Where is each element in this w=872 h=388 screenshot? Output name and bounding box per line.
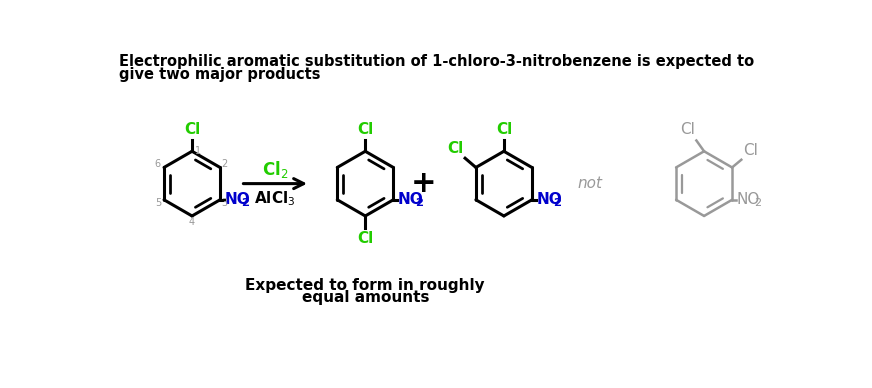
Text: NO: NO	[225, 192, 250, 207]
Text: Expected to form in roughly: Expected to form in roughly	[245, 278, 485, 293]
Text: Electrophilic aromatic substitution of 1-chloro-3-nitrobenzene is expected to: Electrophilic aromatic substitution of 1…	[119, 54, 754, 69]
Text: 2: 2	[554, 198, 562, 208]
Text: Cl: Cl	[680, 123, 695, 137]
Text: Cl: Cl	[496, 122, 512, 137]
Text: Cl$_2$: Cl$_2$	[262, 159, 289, 180]
Text: 2: 2	[753, 198, 760, 208]
Text: 4: 4	[189, 217, 195, 227]
Text: 3: 3	[221, 198, 227, 208]
Text: 5: 5	[154, 198, 161, 208]
Text: 2: 2	[242, 198, 249, 208]
Text: Cl: Cl	[743, 143, 758, 158]
Text: 6: 6	[155, 159, 161, 170]
Text: Cl: Cl	[184, 123, 201, 137]
Text: 1: 1	[195, 146, 201, 156]
Text: give two major products: give two major products	[119, 67, 320, 81]
Text: NO: NO	[536, 192, 562, 207]
Text: AlCl$_3$: AlCl$_3$	[255, 190, 296, 208]
Text: Cl: Cl	[358, 122, 373, 137]
Text: Cl: Cl	[358, 230, 373, 246]
Text: +: +	[411, 169, 437, 198]
Text: 2: 2	[415, 198, 423, 208]
Text: Cl: Cl	[447, 141, 464, 156]
Text: equal amounts: equal amounts	[302, 290, 429, 305]
Text: 2: 2	[221, 159, 227, 170]
Text: not: not	[577, 176, 603, 191]
Text: NO: NO	[398, 192, 424, 207]
Text: NO: NO	[737, 192, 760, 207]
